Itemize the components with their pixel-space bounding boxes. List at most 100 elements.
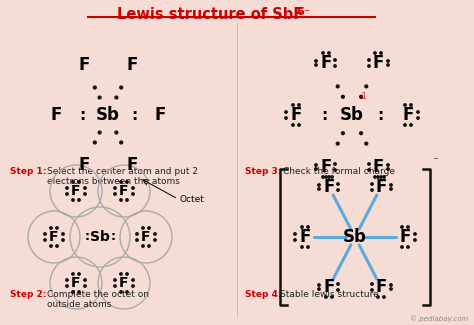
- Circle shape: [325, 296, 327, 298]
- Circle shape: [383, 176, 385, 178]
- Circle shape: [142, 227, 144, 229]
- Circle shape: [136, 239, 138, 241]
- Circle shape: [114, 187, 116, 189]
- Text: 6: 6: [296, 7, 304, 17]
- Circle shape: [401, 226, 403, 228]
- Text: Check the formal charge: Check the formal charge: [283, 167, 395, 176]
- Text: Sb: Sb: [96, 106, 120, 124]
- Text: F: F: [71, 184, 81, 198]
- Text: F: F: [320, 158, 332, 176]
- Circle shape: [387, 64, 389, 66]
- Circle shape: [368, 169, 370, 171]
- Circle shape: [50, 245, 52, 247]
- Circle shape: [374, 52, 376, 54]
- Circle shape: [132, 279, 134, 281]
- Circle shape: [307, 246, 309, 248]
- Circle shape: [371, 289, 373, 291]
- Circle shape: [331, 296, 333, 298]
- Text: Step 3:: Step 3:: [245, 167, 282, 176]
- Circle shape: [294, 233, 296, 235]
- Text: :: :: [131, 108, 137, 123]
- Text: F: F: [126, 56, 137, 74]
- Circle shape: [56, 245, 58, 247]
- Text: F: F: [320, 54, 332, 72]
- Circle shape: [390, 184, 392, 186]
- Circle shape: [380, 52, 382, 54]
- Circle shape: [383, 296, 385, 298]
- Circle shape: [301, 226, 303, 228]
- Circle shape: [318, 284, 320, 286]
- Text: Lewis structure of SbF: Lewis structure of SbF: [117, 7, 303, 22]
- Circle shape: [377, 296, 379, 298]
- Text: F: F: [78, 56, 90, 74]
- Text: F: F: [126, 156, 137, 174]
- Circle shape: [368, 65, 370, 67]
- Circle shape: [322, 176, 324, 178]
- Circle shape: [66, 187, 68, 189]
- Circle shape: [380, 176, 382, 178]
- Circle shape: [315, 164, 317, 166]
- Circle shape: [337, 183, 339, 185]
- Circle shape: [374, 176, 376, 178]
- Text: F: F: [375, 278, 387, 296]
- Circle shape: [132, 285, 134, 287]
- Text: F: F: [323, 278, 335, 296]
- Text: Octet: Octet: [180, 194, 205, 203]
- Circle shape: [148, 245, 150, 247]
- Circle shape: [115, 96, 118, 99]
- Circle shape: [66, 285, 68, 287]
- Text: :: :: [377, 108, 383, 123]
- Circle shape: [285, 117, 287, 119]
- Text: ⁻: ⁻: [303, 8, 309, 18]
- Text: Complete the octet on
outside atoms: Complete the octet on outside atoms: [47, 290, 149, 309]
- Text: © pediabay.com: © pediabay.com: [410, 315, 468, 322]
- Text: F: F: [299, 228, 310, 246]
- Circle shape: [285, 111, 287, 113]
- Circle shape: [414, 233, 416, 235]
- Circle shape: [407, 246, 409, 248]
- Circle shape: [371, 283, 373, 285]
- Circle shape: [114, 279, 116, 281]
- Circle shape: [331, 176, 333, 178]
- Circle shape: [410, 104, 412, 106]
- Circle shape: [294, 239, 296, 241]
- Circle shape: [328, 52, 330, 54]
- Text: Step 4:: Step 4:: [245, 290, 282, 299]
- Text: F: F: [119, 184, 129, 198]
- Circle shape: [341, 96, 344, 98]
- Circle shape: [301, 246, 303, 248]
- Text: ⁻: ⁻: [432, 156, 438, 166]
- Circle shape: [341, 132, 344, 135]
- Circle shape: [98, 131, 101, 134]
- Circle shape: [93, 141, 96, 144]
- Circle shape: [98, 96, 101, 99]
- Circle shape: [298, 104, 300, 106]
- Circle shape: [62, 233, 64, 235]
- Circle shape: [114, 285, 116, 287]
- Circle shape: [360, 96, 363, 98]
- Circle shape: [114, 193, 116, 195]
- Text: Select the center atom and put 2
electrons between the atoms: Select the center atom and put 2 electro…: [47, 167, 198, 187]
- Text: F: F: [71, 276, 81, 290]
- Circle shape: [337, 289, 339, 291]
- Text: Step 1:: Step 1:: [10, 167, 46, 176]
- Circle shape: [390, 288, 392, 290]
- Circle shape: [142, 245, 144, 247]
- Circle shape: [390, 284, 392, 286]
- Circle shape: [407, 226, 409, 228]
- Circle shape: [410, 124, 412, 126]
- Circle shape: [136, 233, 138, 235]
- Text: :: :: [79, 108, 85, 123]
- Circle shape: [325, 176, 327, 178]
- Circle shape: [148, 227, 150, 229]
- Circle shape: [404, 104, 406, 106]
- Circle shape: [120, 86, 123, 89]
- Text: F: F: [372, 158, 383, 176]
- Text: Sb: Sb: [340, 106, 364, 124]
- Circle shape: [417, 111, 419, 113]
- Circle shape: [315, 60, 317, 62]
- Circle shape: [417, 117, 419, 119]
- Text: F: F: [78, 156, 90, 174]
- Circle shape: [401, 246, 403, 248]
- Circle shape: [120, 199, 122, 201]
